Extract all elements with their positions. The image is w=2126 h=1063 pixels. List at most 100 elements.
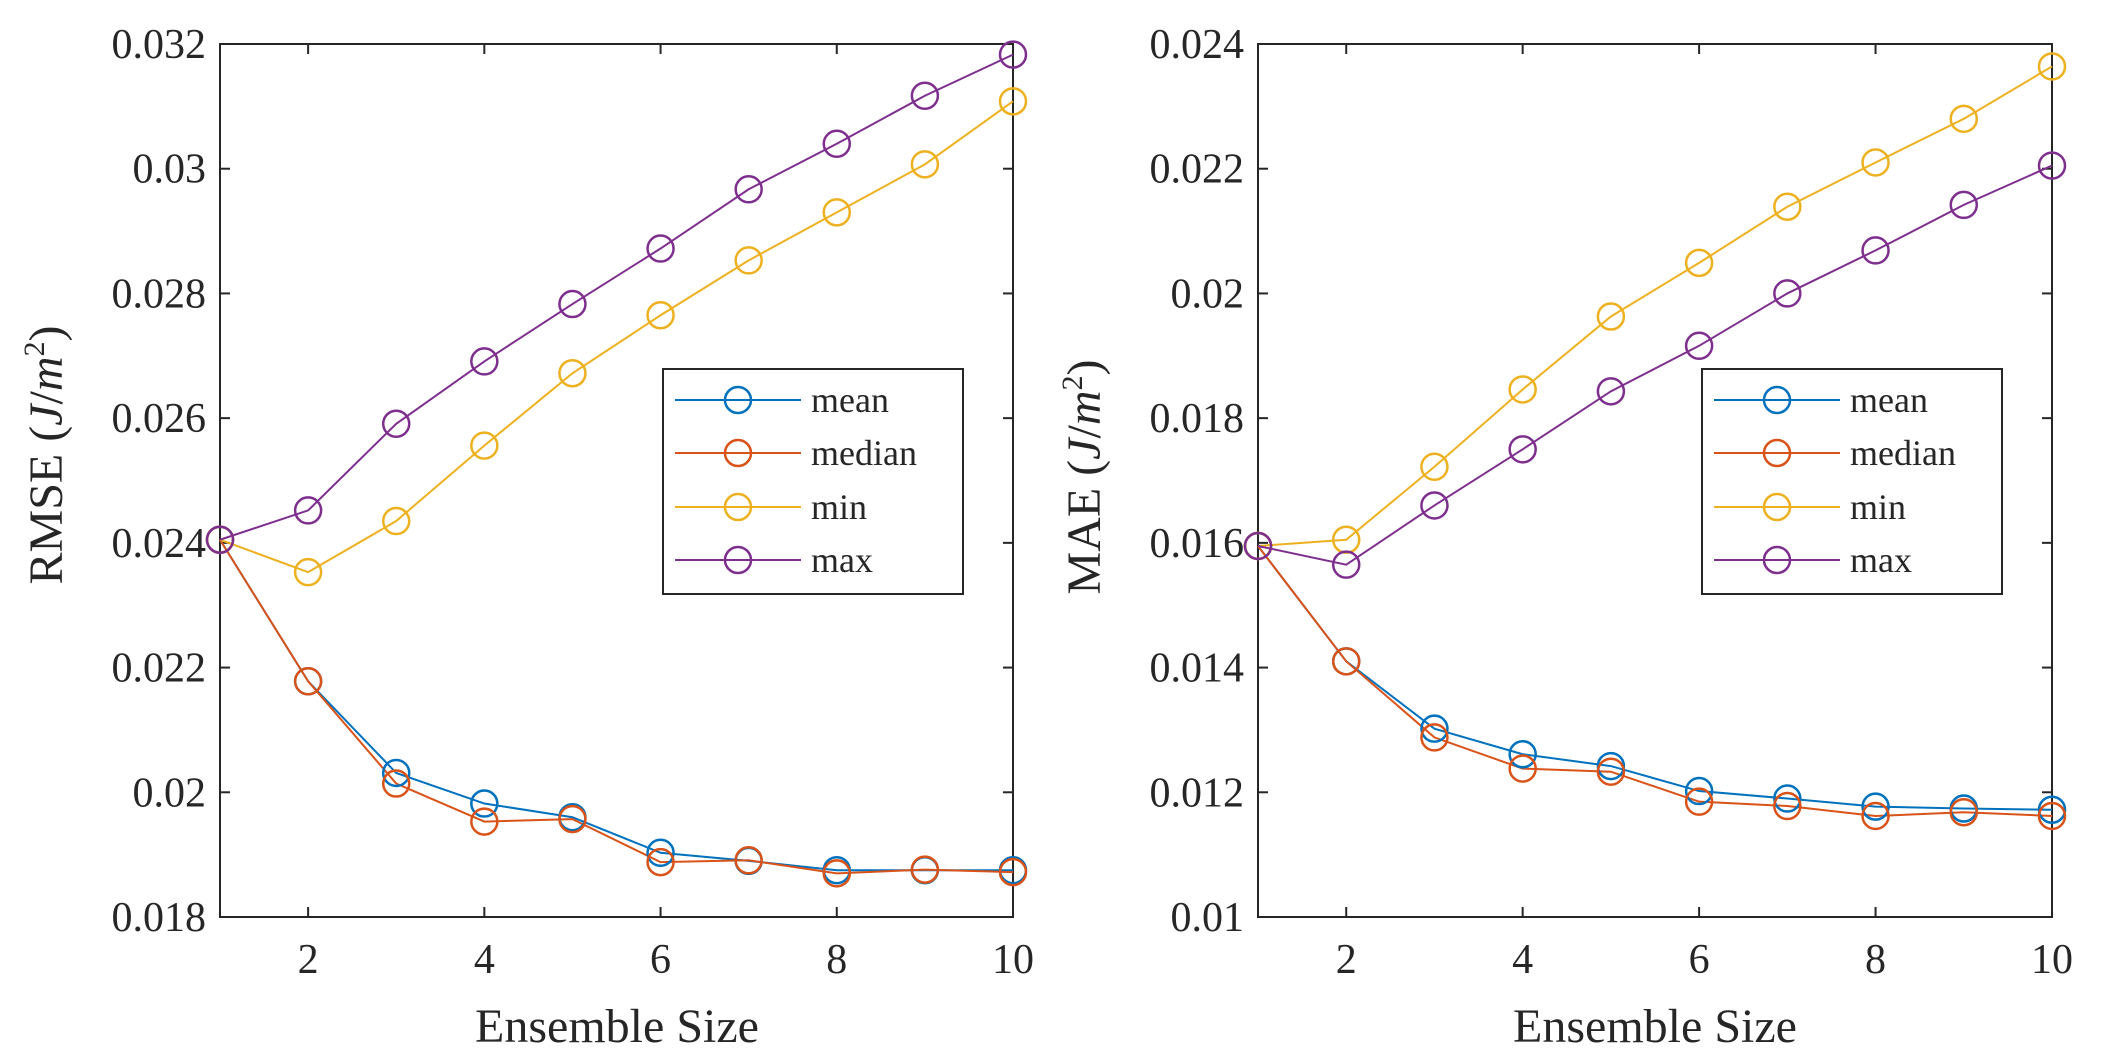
rmse-legend-marker-mean <box>723 385 753 415</box>
mae-legend-label-max: max <box>1850 540 1912 580</box>
rmse-xlabel: Ensemble Size <box>475 1000 759 1053</box>
mae-point-mean <box>1861 792 1890 821</box>
mae-point-max <box>1773 279 1802 308</box>
rmse-ylabel-exponent: 2 <box>18 341 51 356</box>
rmse-series-line-max <box>219 53 1014 541</box>
rmse-point-max <box>558 289 587 319</box>
rmse-ylabel-slash: / <box>20 390 73 404</box>
mae-xtick-label: 4 <box>1512 937 1533 983</box>
rmse-legend-marker-median <box>723 438 753 468</box>
rmse-point-median <box>381 769 411 798</box>
mae-series-line-min <box>1257 65 2053 547</box>
mae-xlabel: Ensemble Size <box>1513 1000 1797 1053</box>
rmse-point-median <box>734 846 763 875</box>
rmse-legend-item-mean: mean <box>675 380 889 420</box>
mae-xtick-label: 2 <box>1336 937 1357 983</box>
mae-ylabel-main: MAE <box>1058 488 1111 595</box>
mae-chart: 2 4 6 8 10 0.01 0.012 0.014 0.016 0.018 0.02 0.022 0… <box>1056 22 2073 1053</box>
rmse-ytick-label: 0.018 <box>112 895 207 941</box>
mae-series-line-mean <box>1257 545 2053 811</box>
mae-ytick-label: 0.024 <box>1150 22 1245 68</box>
mae-ytick-label: 0.012 <box>1150 770 1245 816</box>
mae-legend-box <box>1701 368 2003 595</box>
rmse-ytick-label: 0.02 <box>133 770 207 816</box>
rmse-point-median <box>822 859 852 888</box>
mae-point-mean <box>1420 714 1449 743</box>
mae-ylabel-slash: / <box>1058 425 1111 439</box>
mae-point-max <box>1684 331 1714 361</box>
mae-point-mean <box>1508 739 1537 769</box>
mae-ytick-label: 0.014 <box>1150 646 1245 692</box>
mae-ytick-label: 0.022 <box>1150 147 1245 193</box>
rmse-chart: 2 4 6 8 10 0.018 0.02 0.022 0.024 0.026 0.028 0.03 0… <box>18 22 1034 1053</box>
mae-ylabel-paren-open: ( <box>1058 460 1111 488</box>
rmse-point-mean <box>470 789 499 818</box>
rmse-ylabel-paren-close: ) <box>20 325 73 341</box>
rmse-point-max <box>205 525 235 554</box>
mae-ytick-label: 0.018 <box>1150 396 1245 442</box>
rmse-ytick-label: 0.028 <box>112 271 207 317</box>
mae-point-min <box>1861 148 1890 177</box>
rmse-legend-label-max: max <box>811 540 873 580</box>
mae-point-median <box>2037 801 2067 831</box>
mae-legend-label-min: min <box>1850 487 1906 527</box>
rmse-point-max <box>381 409 411 439</box>
rmse-legend-box <box>662 368 964 595</box>
rmse-legend-item-min: min <box>675 487 867 527</box>
rmse-point-min <box>910 150 940 179</box>
mae-legend-label-mean: mean <box>1850 380 1928 420</box>
rmse-ylabel-paren-open: ( <box>20 426 73 454</box>
mae-series-line-median <box>1257 545 2053 817</box>
mae-legend-marker-min <box>1762 492 1792 522</box>
mae-xtick-label: 6 <box>1689 937 1710 983</box>
rmse-xtick-label: 8 <box>826 937 847 983</box>
rmse-legend-label-min: min <box>811 487 867 527</box>
mae-legend-marker-max <box>1762 545 1792 575</box>
rmse-point-min <box>822 198 852 227</box>
mae-ytick-label: 0.02 <box>1171 271 1245 317</box>
rmse-ylabel-unit-j: J <box>20 402 73 426</box>
mae-ytick-label: 0.01 <box>1171 895 1245 941</box>
rmse-legend-item-max: max <box>675 540 873 580</box>
rmse-legend: mean median min max <box>662 368 964 595</box>
rmse-ytick-label: 0.03 <box>133 147 207 193</box>
rmse-ytick-label: 0.024 <box>112 521 207 567</box>
rmse-point-median <box>646 847 675 877</box>
mae-point-min <box>2037 52 2067 81</box>
rmse-point-min <box>734 246 763 275</box>
rmse-point-max <box>822 129 852 159</box>
mae-point-max <box>1596 377 1626 406</box>
mae-point-min <box>1949 104 1979 134</box>
rmse-series-line-median <box>219 539 1014 875</box>
mae-legend-item-mean: mean <box>1714 380 1928 420</box>
mae-point-max <box>1949 190 1979 220</box>
mae-legend-marker-median <box>1762 438 1792 468</box>
mae-point-median <box>1861 801 1890 831</box>
rmse-ytick-label: 0.032 <box>112 22 207 68</box>
mae-point-median <box>1949 797 1979 827</box>
rmse-point-median <box>998 857 1028 887</box>
rmse-point-max <box>910 81 940 111</box>
rmse-xtick-label: 2 <box>298 937 319 983</box>
rmse-axes-box <box>219 43 1014 918</box>
rmse-point-median <box>293 667 323 696</box>
mae-point-min <box>1773 192 1802 222</box>
rmse-xtick-label: 6 <box>650 937 671 983</box>
mae-point-median <box>1773 791 1802 821</box>
rmse-ytick-label: 0.022 <box>112 646 207 692</box>
mae-point-max <box>2037 151 2067 180</box>
rmse-point-max <box>734 175 763 204</box>
mae-series-line-max <box>1257 164 2053 566</box>
mae-point-max <box>1331 550 1361 579</box>
mae-point-min <box>1596 302 1626 331</box>
mae-ylabel: MAE (J/m2) <box>1056 360 1111 595</box>
rmse-point-median <box>558 804 587 834</box>
mae-ylabel-unit-j: J <box>1058 436 1111 460</box>
rmse-point-min <box>558 358 587 388</box>
rmse-xtick-label: 4 <box>474 937 495 983</box>
mae-xtick-label: 8 <box>1865 937 1886 983</box>
mae-point-min <box>1684 248 1714 278</box>
mae-legend-marker-mean <box>1762 385 1792 415</box>
rmse-point-min <box>646 301 675 330</box>
rmse-legend-label-median: median <box>811 433 917 473</box>
